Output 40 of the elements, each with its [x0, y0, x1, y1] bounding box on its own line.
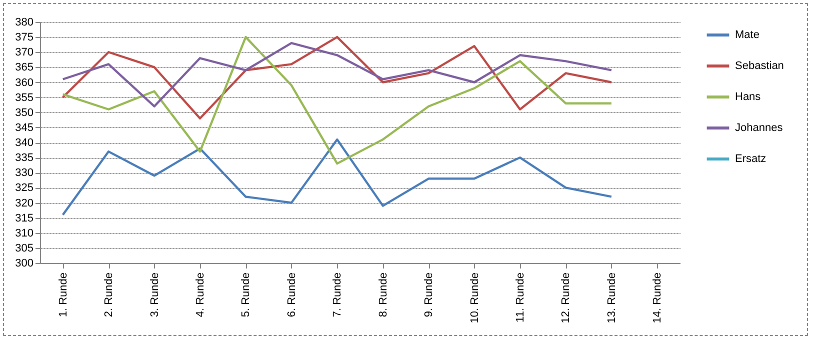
x-tick-label: 7. Runde	[332, 272, 344, 318]
y-tick-label: 350	[15, 106, 34, 119]
x-tick-label: 12. Runde	[560, 272, 572, 324]
y-tick-label: 370	[15, 46, 34, 59]
y-tick-label: 310	[15, 227, 34, 240]
y-tick-label: 335	[15, 152, 34, 164]
y-tick-label: 320	[15, 197, 34, 210]
y-tick-label: 325	[15, 182, 34, 194]
y-tick-label: 365	[15, 62, 34, 74]
line-series	[62, 36, 613, 120]
y-tick-label: 360	[15, 76, 34, 89]
y-tick-label: 340	[15, 137, 34, 149]
x-tick-label: 9. Runde	[423, 272, 436, 318]
y-tick-label: 345	[15, 122, 34, 134]
line-series	[62, 138, 613, 216]
x-tick-label: 3. Runde	[148, 272, 161, 318]
x-tick-label: 8. Runde	[377, 272, 390, 318]
x-tick-label: 5. Runde	[240, 272, 252, 318]
legend-label: Ersatz	[735, 153, 766, 165]
x-tick-label: 4. Runde	[194, 272, 206, 318]
x-tick-label: 11. Runde	[514, 272, 526, 322]
x-tick-label: 10. Runde	[468, 272, 481, 324]
y-tick-label: 355	[15, 92, 34, 104]
x-tick-label: 1. Runde	[57, 272, 70, 318]
y-tick-label: 375	[15, 32, 34, 44]
x-tick-label: 13. Runde	[606, 272, 618, 324]
y-tick-label: 305	[15, 242, 34, 254]
y-tick-label: 315	[15, 212, 34, 224]
line-series	[62, 36, 613, 165]
legend-label: Hans	[735, 91, 762, 103]
x-tick-label: 2. Runde	[103, 272, 116, 318]
legend-label: Johannes	[735, 122, 784, 134]
x-tick-label: 14. Runde	[652, 272, 664, 324]
y-tick-label: 380	[15, 16, 34, 28]
legend-label: Sebastian	[735, 60, 784, 72]
y-tick-label: 330	[15, 167, 34, 180]
x-tick-label: 6. Runde	[286, 272, 298, 318]
y-tick-label: 300	[15, 258, 34, 270]
legend-label: Mate	[735, 29, 760, 41]
line-series	[62, 42, 613, 108]
